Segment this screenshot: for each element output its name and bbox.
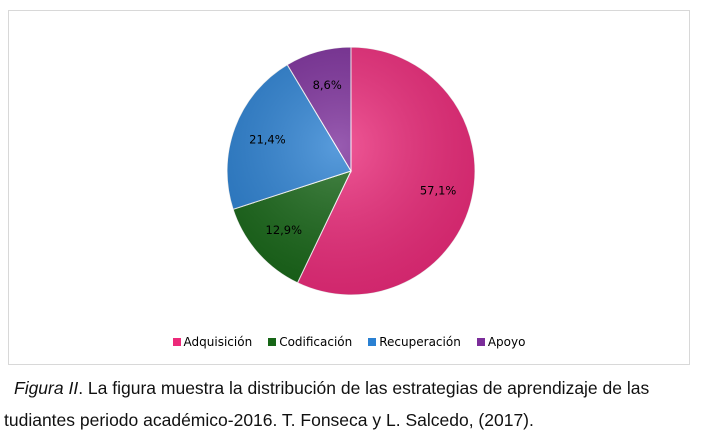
slice-label: 57,1% (420, 184, 457, 198)
slice-labels: 57,1% 12,9% 21,4% 8,6% (249, 78, 456, 237)
slice-label: 12,9% (266, 223, 303, 237)
legend-label: Apoyo (487, 335, 526, 349)
legend-item: Recuperación (368, 335, 461, 349)
pie-slices (226, 46, 476, 296)
legend-swatch (268, 338, 277, 346)
legend: Adquisición Codificación Recuperación Apoyo (9, 335, 689, 349)
slice-label: 21,4% (249, 133, 286, 147)
caption-text-1: . La figura muestra la distribución de l… (78, 378, 650, 398)
legend-item: Adquisición (172, 335, 253, 349)
legend-item: Codificación (268, 335, 352, 349)
legend-label: Recuperación (379, 335, 461, 349)
caption-line-1: Figura II. La figura muestra la distribu… (14, 372, 704, 404)
legend-label: Adquisición (183, 335, 253, 349)
pie-chart: 57,1% 12,9% 21,4% 8,6% (226, 46, 476, 296)
figure-caption: Figura II. La figura muestra la distribu… (4, 372, 704, 436)
slice-label: 8,6% (313, 78, 342, 92)
legend-swatch (368, 338, 377, 346)
legend-swatch (476, 338, 485, 346)
figure-label: Figura II (14, 378, 79, 398)
legend-item: Apoyo (476, 335, 526, 349)
legend-label: Codificación (279, 335, 353, 349)
chart-area: 57,1% 12,9% 21,4% 8,6% Adquisición Codificac… (8, 10, 690, 365)
legend-swatch (172, 338, 181, 346)
caption-line-2: tudiantes periodo académico-2016. T. Fon… (4, 410, 534, 430)
